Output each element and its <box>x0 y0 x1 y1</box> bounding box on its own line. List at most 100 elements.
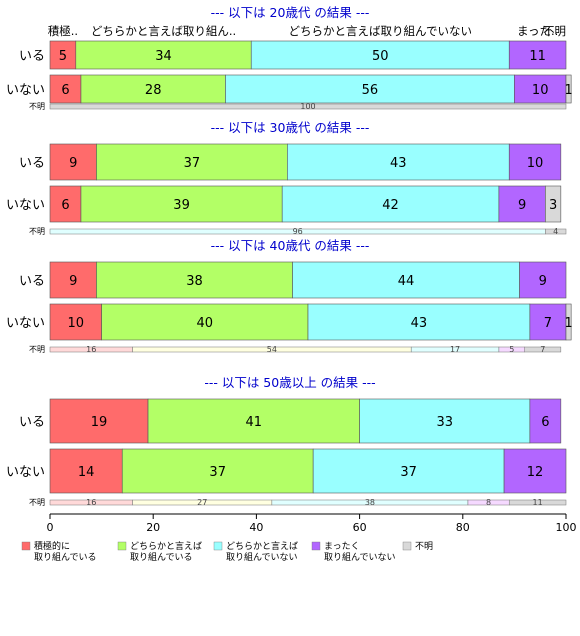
bar-segment <box>292 261 520 299</box>
bar-value-label: 12 <box>527 465 544 480</box>
legend-label: 不明 <box>415 541 433 552</box>
bar-value-label: 37 <box>400 465 417 480</box>
x-tick-label: 20 <box>146 521 160 534</box>
bar-segment <box>80 185 283 223</box>
row-label: いない <box>6 198 45 213</box>
bar-segment <box>565 74 572 104</box>
row-label: いない <box>6 316 45 331</box>
legend-label: どちらかと言えば <box>130 540 202 552</box>
unknown-bar-segment <box>545 228 567 235</box>
bar-segment <box>281 185 500 223</box>
bar-value-label: 40 <box>197 316 214 331</box>
segment-header-label: 積極.. <box>48 24 78 38</box>
segment-header-label: どちらかと言えば取り組ん.. <box>91 24 236 38</box>
bar-segment <box>49 398 149 444</box>
bar-segment <box>147 398 360 444</box>
unknown-bar-segment <box>524 346 562 353</box>
bar-segment <box>49 143 97 181</box>
bar-segment <box>287 143 510 181</box>
bar-segment <box>359 398 531 444</box>
unknown-value-label: 16 <box>86 498 96 507</box>
segment-header-label: まった.. <box>517 24 558 38</box>
legend-swatch <box>213 541 223 551</box>
row-label: いる <box>19 274 45 289</box>
legend-swatch <box>402 541 412 551</box>
legend-label: 取り組んでいない <box>226 551 298 563</box>
legend-label: 取り組んでいない <box>324 551 396 563</box>
unknown-row-label: 不明 <box>29 498 45 507</box>
legend-swatch <box>311 541 321 551</box>
bar-value-label: 28 <box>145 83 162 98</box>
legend-label: 積極的に <box>34 540 70 552</box>
bar-value-label: 37 <box>184 156 201 171</box>
row-label: いる <box>19 49 45 64</box>
bar-value-label: 37 <box>209 465 226 480</box>
bar-segment <box>49 74 82 104</box>
unknown-value-label: 54 <box>267 345 277 354</box>
bar-value-label: 11 <box>529 49 546 64</box>
unknown-row-label: 不明 <box>29 102 45 111</box>
bar-value-label: 19 <box>91 415 108 430</box>
bar-value-label: 6 <box>61 198 69 213</box>
bar-segment <box>514 74 567 104</box>
row-label: いない <box>6 83 45 98</box>
bar-value-label: 34 <box>155 49 172 64</box>
bar-value-label: 1 <box>564 316 572 331</box>
bar-value-label: 42 <box>382 198 399 213</box>
bar-segment <box>312 448 505 494</box>
bar-segment <box>96 261 293 299</box>
panel-title: --- 以下は 40歳代 の結果 --- <box>211 238 370 253</box>
bar-segment <box>503 448 567 494</box>
bar-value-label: 3 <box>549 198 557 213</box>
panel-title: --- 以下は 50歳以上 の結果 --- <box>204 375 375 390</box>
bar-segment <box>49 185 82 223</box>
legend-label: 取り組んでいる <box>34 551 97 563</box>
bar-value-label: 9 <box>518 198 526 213</box>
bar-segment <box>225 74 515 104</box>
unknown-value-label: 27 <box>197 498 207 507</box>
bar-segment <box>545 185 562 223</box>
x-tick-label: 80 <box>456 521 470 534</box>
bar-value-label: 9 <box>69 274 77 289</box>
bar-value-label: 10 <box>527 156 544 171</box>
unknown-value-label: 7 <box>540 345 545 354</box>
unknown-value-label: 96 <box>293 227 303 236</box>
bar-value-label: 44 <box>398 274 415 289</box>
bar-value-label: 33 <box>436 415 453 430</box>
bar-segment <box>529 398 562 444</box>
bar-segment <box>508 143 562 181</box>
bar-value-label: 7 <box>544 316 552 331</box>
unknown-value-label: 11 <box>533 498 543 507</box>
legend-label: 取り組んでいる <box>130 551 193 563</box>
legend-swatch <box>21 541 31 551</box>
bar-segment <box>101 303 309 341</box>
legend-swatch <box>117 541 127 551</box>
row-label: いる <box>19 156 45 171</box>
bar-value-label: 1 <box>564 83 572 98</box>
bar-segment <box>565 303 572 341</box>
bar-value-label: 50 <box>372 49 389 64</box>
segment-header-label: 不明 <box>543 24 566 38</box>
unknown-value-label: 4 <box>553 227 558 236</box>
unknown-bar-segment <box>49 103 567 110</box>
panel-title: --- 以下は 20歳代 の結果 --- <box>211 5 370 20</box>
bar-value-label: 14 <box>78 465 95 480</box>
unknown-value-label: 17 <box>450 345 460 354</box>
unknown-value-label: 5 <box>509 345 514 354</box>
unknown-row-label: 不明 <box>29 345 45 354</box>
bar-value-label: 41 <box>246 415 263 430</box>
bar-value-label: 9 <box>69 156 77 171</box>
bar-segment <box>75 40 252 70</box>
row-label: いない <box>6 465 45 480</box>
unknown-value-label: 16 <box>86 345 96 354</box>
segment-header-label: どちらかと言えば取り組んでいない <box>289 24 472 38</box>
bar-value-label: 38 <box>186 274 203 289</box>
bar-value-label: 43 <box>411 316 428 331</box>
bar-segment <box>49 303 102 341</box>
bar-value-label: 5 <box>59 49 67 64</box>
unknown-value-label: 100 <box>300 102 315 111</box>
bar-value-label: 9 <box>539 274 547 289</box>
bar-value-label: 56 <box>362 83 379 98</box>
bar-segment <box>121 448 314 494</box>
